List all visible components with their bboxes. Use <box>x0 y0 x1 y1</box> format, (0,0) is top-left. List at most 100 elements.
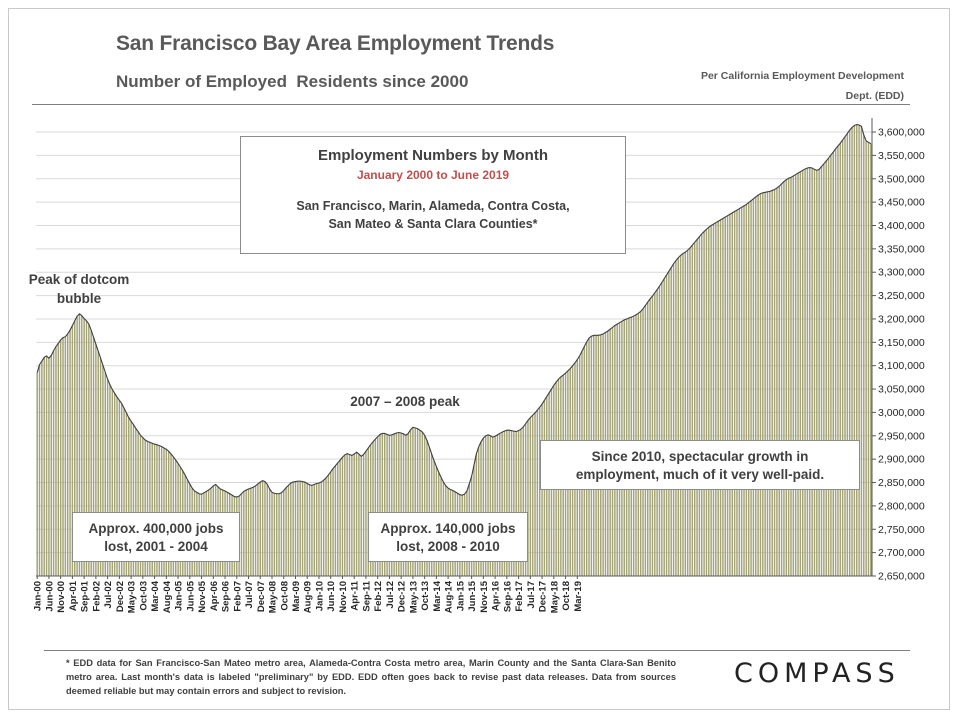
bar <box>839 143 842 577</box>
bar <box>426 440 428 576</box>
bar <box>55 346 57 576</box>
bar <box>97 351 99 576</box>
bar <box>92 337 95 576</box>
y-tick-label: 3,550,000 <box>878 150 925 162</box>
bar <box>865 140 867 576</box>
bar <box>156 444 158 576</box>
bar <box>393 433 395 576</box>
bar <box>515 431 517 576</box>
bar <box>809 167 811 577</box>
bar <box>661 282 663 576</box>
bar <box>391 434 393 576</box>
bar <box>802 170 804 576</box>
bar <box>780 183 783 576</box>
bar <box>825 161 827 576</box>
x-tick-label: Nov-05 <box>197 580 208 612</box>
y-tick-label: 2,800,000 <box>878 500 925 512</box>
bar <box>806 168 809 576</box>
bar <box>794 174 797 577</box>
bar <box>726 215 729 576</box>
bar <box>686 250 689 576</box>
dotcom-line-1: Peak of dotcom <box>28 272 130 287</box>
bar <box>144 440 146 576</box>
bar <box>261 480 264 576</box>
bar <box>834 148 837 576</box>
bar <box>790 177 792 576</box>
bar <box>766 191 769 576</box>
bar <box>128 417 130 576</box>
bar <box>130 421 132 576</box>
bar <box>297 481 299 576</box>
bar <box>745 204 748 576</box>
y-tick-label: 3,050,000 <box>878 384 925 396</box>
bar <box>137 431 139 576</box>
bar <box>132 424 135 576</box>
x-tick-label: Feb-17 <box>514 581 525 612</box>
bar <box>240 493 243 576</box>
bar <box>45 355 48 576</box>
x-axis-ticks: Jan-00 Jun-00 Nov-00 Apr-01 Sep-01 Feb-02 Jul-… <box>33 576 584 613</box>
bar <box>513 431 515 576</box>
bar <box>536 410 539 576</box>
bar <box>50 355 52 576</box>
bar <box>66 333 69 576</box>
info-box-counties-2: San Mateo & Santa Clara Counties* <box>328 217 538 231</box>
x-tick-label: Mar-04 <box>150 580 161 611</box>
bar <box>787 178 790 577</box>
dotcom-line-2: bubble <box>56 291 102 306</box>
bar <box>250 488 252 576</box>
bar <box>81 315 83 576</box>
info-box-range: January 2000 to June 2019 <box>356 168 510 182</box>
x-tick-label: Feb-12 <box>373 581 384 612</box>
x-tick-label: Jan-10 <box>314 581 325 611</box>
x-tick-label: Nov-00 <box>56 581 67 613</box>
x-tick-label: Jul-12 <box>385 581 396 608</box>
bar <box>508 430 510 576</box>
x-tick-label: Sep-06 <box>221 581 232 612</box>
bar <box>414 427 416 576</box>
bar <box>776 188 778 576</box>
bar <box>665 275 668 576</box>
bar <box>499 433 501 576</box>
bar <box>160 446 163 576</box>
bar <box>757 195 759 577</box>
footer-rule <box>44 650 910 651</box>
bar <box>773 189 776 576</box>
bar <box>259 482 261 576</box>
bar <box>315 483 318 576</box>
source-line-1: Per California Employment Development <box>700 70 904 82</box>
bar <box>827 158 830 576</box>
bar <box>308 484 311 576</box>
bar <box>419 430 421 576</box>
bar <box>301 481 304 576</box>
bar <box>750 200 752 576</box>
bar <box>294 481 297 576</box>
bar <box>647 302 649 576</box>
bar <box>738 208 741 577</box>
x-tick-label: Jan-00 <box>33 581 44 611</box>
x-tick-label: May-03 <box>127 581 138 613</box>
bar <box>856 124 858 576</box>
bar <box>689 247 691 577</box>
bar <box>492 437 494 576</box>
bar <box>398 432 400 576</box>
page-subtitle: Number of Employed Residents since 2000 <box>116 72 469 91</box>
x-tick-label: Dec-17 <box>538 581 549 612</box>
x-tick-label: Jun-05 <box>185 580 196 611</box>
bar <box>337 462 339 576</box>
bar <box>283 490 285 576</box>
footnote: * EDD data for San Francisco-San Mateo m… <box>66 658 676 696</box>
bar <box>313 484 316 576</box>
x-tick-label: Sep-01 <box>80 580 91 612</box>
x-tick-label: May-08 <box>268 581 279 613</box>
bar <box>146 441 149 576</box>
bar <box>85 320 88 576</box>
bar <box>649 298 651 576</box>
bar <box>717 221 719 576</box>
bar <box>531 415 534 576</box>
bar <box>792 175 795 576</box>
source-line-2: Dept. (EDD) <box>845 90 904 102</box>
bar <box>654 292 656 576</box>
x-tick-label: Jun-00 <box>44 581 55 612</box>
bar <box>52 350 55 576</box>
